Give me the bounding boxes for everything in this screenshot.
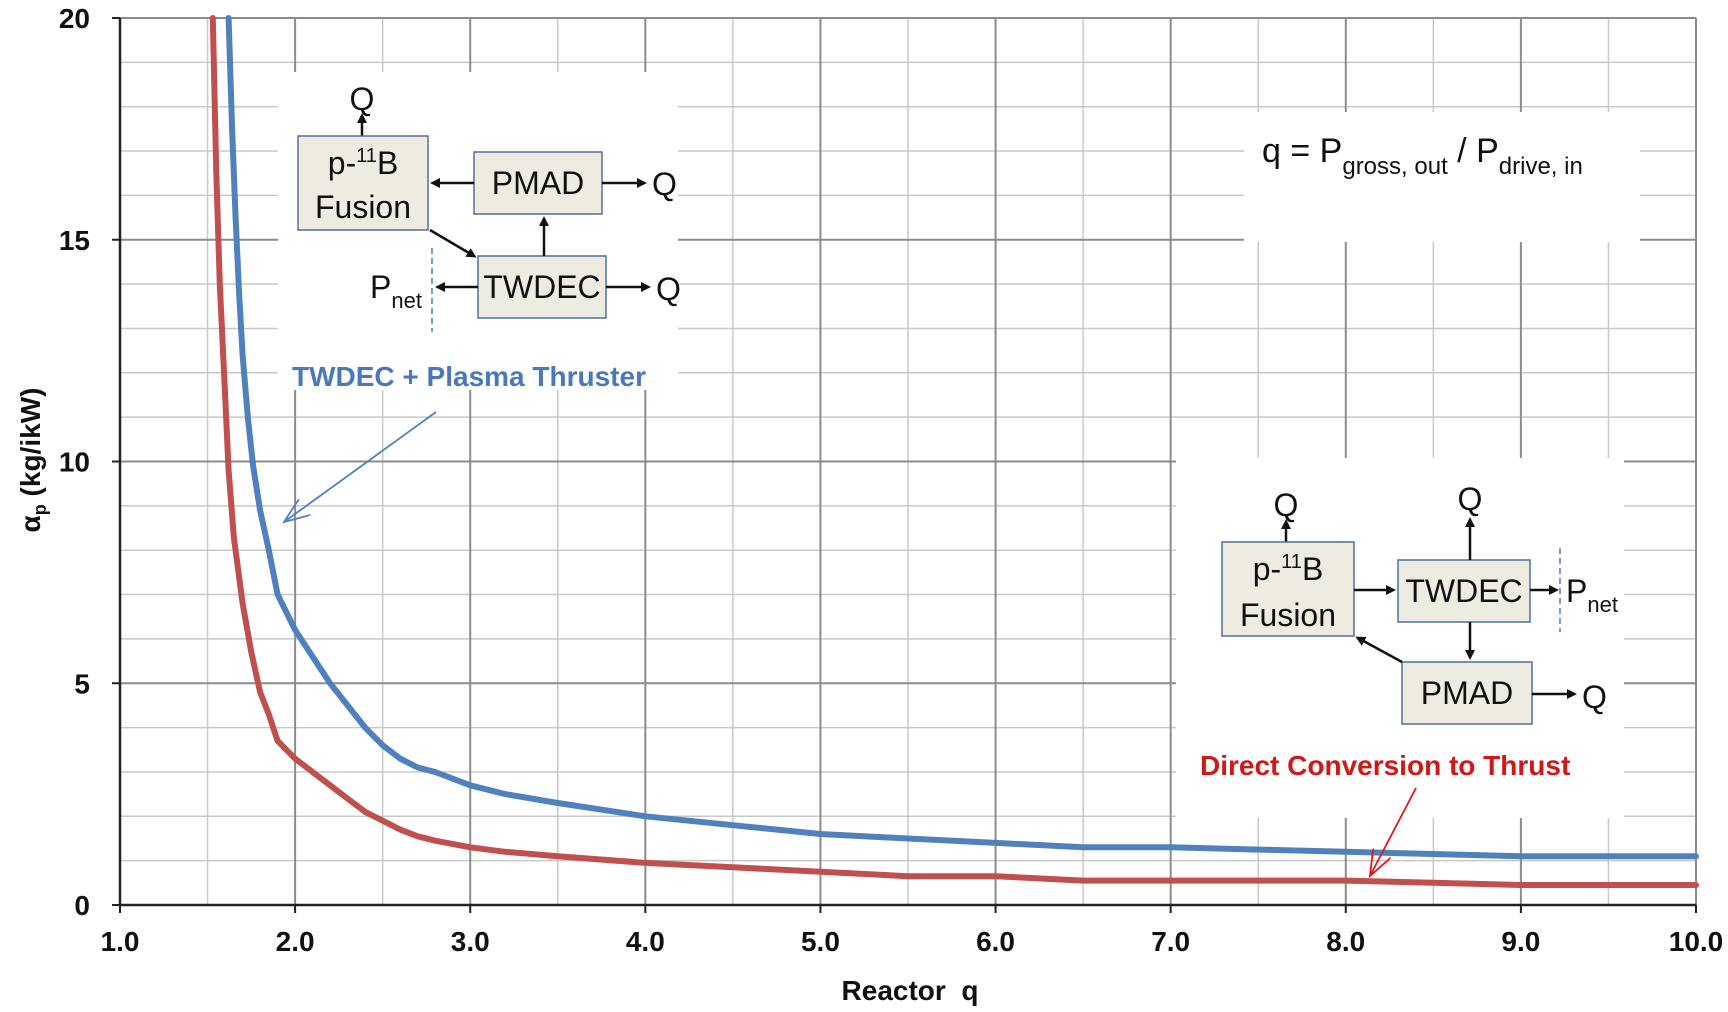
diagram-bottom-twdec-label: TWDEC: [1405, 573, 1522, 609]
annotation-blue-arrow: [284, 411, 437, 522]
y-tick-label: 10: [59, 447, 90, 478]
diagram-bottom-pmad-label: PMAD: [1421, 675, 1513, 711]
diagram-top-arrow-fusion-twdec: [429, 228, 477, 258]
diagram-bottom: Q p-11B Fusion TWDEC Q Pnet PMAD Q Direc…: [1176, 458, 1624, 876]
equation-panel: q = Pgross, out / Pdrive, in: [1244, 112, 1640, 242]
x-axis-title: Reactor q: [842, 975, 979, 1006]
diagram-top-pmad-label: PMAD: [492, 165, 584, 201]
x-tick-label: 4.0: [626, 926, 665, 957]
y-axis-title-main: α: [15, 515, 46, 532]
diagram-bottom-twdec-q: Q: [1458, 481, 1483, 517]
diagram-top-fusion-box: [297, 135, 429, 231]
y-axis-title-sub: p: [30, 504, 50, 515]
diagram-bottom-twdec-box: [1397, 559, 1531, 623]
annotation-red-label: Direct Conversion to Thrust: [1200, 750, 1570, 781]
diagram-bottom-pnet-label: Pnet: [1566, 573, 1618, 617]
diagram-bottom-fusion-q: Q: [1274, 487, 1299, 523]
series-layer: [209, 15, 1699, 888]
y-tick-label: 5: [74, 668, 90, 699]
diagram-bottom-fusion-label-2: Fusion: [1240, 597, 1336, 633]
x-tick-label: 3.0: [451, 926, 490, 957]
x-tick-label: 8.0: [1326, 926, 1365, 957]
y-axis-title: αp (kg/ikW): [15, 388, 50, 533]
diagram-top-fusion-label-1: p-11B: [328, 145, 399, 181]
diagram-top-twdec-q: Q: [656, 271, 681, 307]
diagram-bottom-fusion-box: [1221, 541, 1355, 637]
x-tick-label: 10.0: [1669, 926, 1724, 957]
x-tick-label: 9.0: [1501, 926, 1540, 957]
diagram-bottom-background: [1176, 458, 1624, 818]
x-tick-label: 7.0: [1151, 926, 1190, 957]
axes: 1.0 2.0 3.0 4.0 5.0 6.0 7.0 8.0 9.0 10.0 0 5 10 15 20: [59, 3, 1723, 957]
y-tick-label: 20: [59, 3, 90, 34]
diagram-top: Q p-11B Fusion PMAD Q TWDEC Q Pnet TWDEC…: [278, 72, 681, 522]
equation-text: q = Pgross, out / Pdrive, in: [1262, 132, 1583, 180]
x-tick-label: 1.0: [101, 926, 140, 957]
diagram-top-twdec-label: TWDEC: [483, 269, 600, 305]
x-tick-label: 6.0: [976, 926, 1015, 957]
annotation-red-arrow: [1370, 787, 1417, 876]
series-line-twdec-plasma-thruster: [225, 15, 1699, 860]
diagram-top-background: [278, 72, 678, 390]
y-tick-label: 0: [74, 890, 90, 921]
y-tick-label: 15: [59, 225, 90, 256]
annotation-blue-label: TWDEC + Plasma Thruster: [292, 361, 646, 392]
x-tick-label: 2.0: [276, 926, 315, 957]
diagram-top-pmad-q: Q: [652, 166, 677, 202]
diagram-bottom-arrow-pmad-fusion: [1355, 636, 1403, 664]
diagram-bottom-fusion-label-1: p-11B: [1253, 551, 1324, 587]
y-axis-title-rest: (kg/ikW): [15, 388, 46, 505]
x-tick-label: 5.0: [801, 926, 840, 957]
series-line-direct-conversion: [209, 15, 1699, 888]
equation-background: [1244, 112, 1640, 242]
diagram-top-fusion-label-2: Fusion: [315, 189, 411, 225]
diagram-top-pnet-label: Pnet: [370, 269, 422, 313]
diagram-top-fusion-q: Q: [350, 81, 375, 117]
diagram-bottom-pmad-q: Q: [1582, 679, 1607, 715]
